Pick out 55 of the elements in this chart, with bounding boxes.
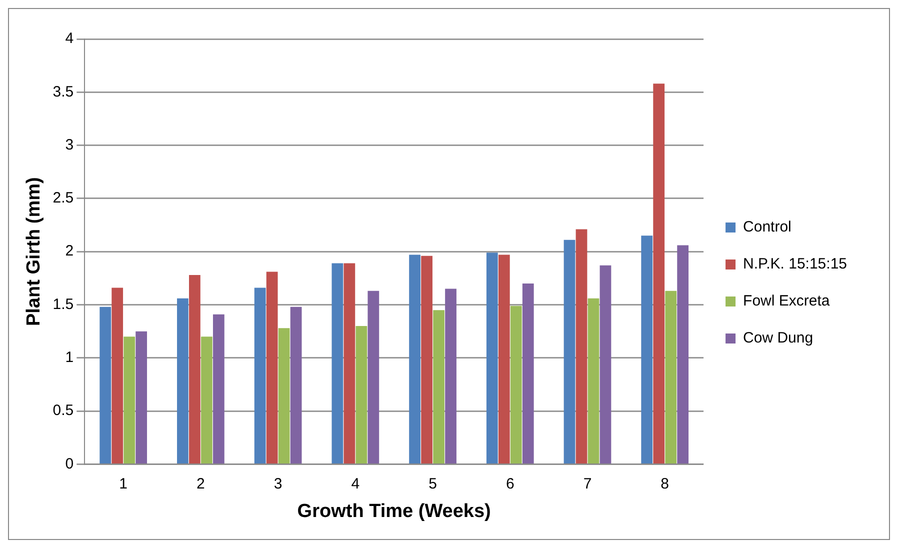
bar <box>254 288 266 464</box>
legend-label: Fowl Excreta <box>743 292 830 310</box>
x-tick-label: 5 <box>428 475 437 492</box>
y-tick-label: 2.5 <box>52 190 74 207</box>
x-tick-label: 6 <box>506 475 514 492</box>
bar <box>409 254 420 464</box>
bar <box>212 314 224 464</box>
y-tick-label: 4 <box>65 30 74 48</box>
bar <box>564 240 576 464</box>
x-tick-label: 2 <box>196 475 205 492</box>
bar <box>136 331 148 464</box>
y-tick-label: 1.5 <box>52 296 74 313</box>
bar <box>576 229 588 464</box>
bar <box>653 84 665 464</box>
bar <box>266 272 278 464</box>
x-tick-label: 4 <box>351 475 360 492</box>
x-tick-label: 7 <box>583 475 592 492</box>
x-tick-label: 3 <box>274 475 282 492</box>
x-axis-title: Growth Time (Weeks) <box>297 500 491 522</box>
bar <box>665 290 677 464</box>
y-tick-label: 0 <box>65 455 74 472</box>
bar <box>445 288 456 464</box>
bar <box>356 326 368 464</box>
y-tick-label: 3 <box>65 136 74 154</box>
bar <box>433 310 444 464</box>
legend-label: Control <box>743 218 792 236</box>
bar <box>522 283 534 464</box>
bar <box>100 306 112 464</box>
bar <box>200 336 212 464</box>
x-tick-label: 1 <box>119 475 128 492</box>
bar <box>112 288 124 464</box>
bar <box>368 290 380 464</box>
bar <box>189 274 200 464</box>
y-tick-label: 2 <box>65 242 74 260</box>
bar <box>641 236 653 464</box>
bar <box>510 306 522 464</box>
x-tick-label: 8 <box>660 475 670 492</box>
bar <box>344 263 356 464</box>
bar <box>278 328 290 464</box>
y-tick-label: 1 <box>65 349 74 366</box>
bar <box>498 254 510 464</box>
legend-label: Cow Dung <box>743 330 814 347</box>
bar <box>290 306 302 464</box>
y-axis-title: Plant Girth (mm) <box>24 177 45 326</box>
legend-label: N.P.K. 15:15:15 <box>743 256 847 273</box>
bar <box>486 252 498 464</box>
bar <box>588 298 600 464</box>
y-tick-label: 3.5 <box>52 83 74 100</box>
y-tick-label: 0.5 <box>52 402 74 420</box>
bar <box>421 256 432 464</box>
bar <box>177 298 188 464</box>
bar <box>600 265 612 464</box>
bar <box>677 245 689 464</box>
bar <box>124 336 136 464</box>
bar <box>332 263 344 464</box>
